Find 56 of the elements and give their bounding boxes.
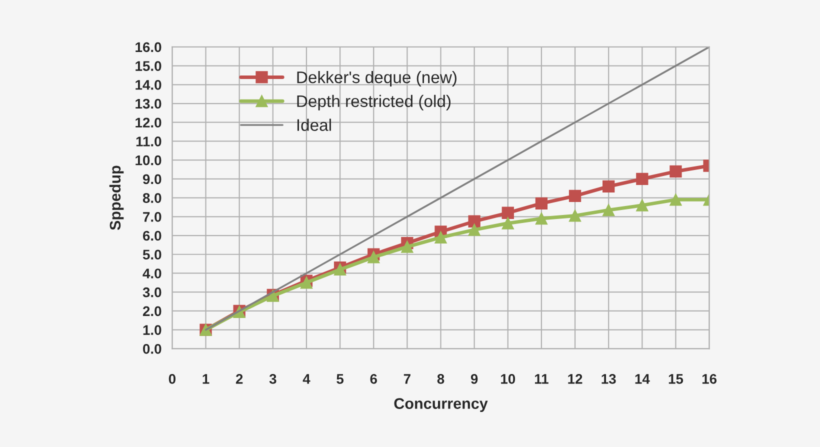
legend-label: Dekker's deque (new) bbox=[297, 70, 456, 87]
point bbox=[502, 217, 514, 230]
point bbox=[636, 199, 648, 212]
point bbox=[568, 190, 582, 202]
y-tick-label: 13.0 bbox=[136, 98, 162, 109]
y-tick-label: 10.0 bbox=[136, 155, 162, 166]
legend-label: Ideal bbox=[297, 118, 331, 131]
x-tick-label: 9 bbox=[470, 374, 478, 384]
y-axis-title: Sppedup bbox=[109, 166, 124, 230]
point bbox=[670, 194, 682, 206]
x-tick-label: 3 bbox=[269, 374, 276, 384]
point bbox=[535, 197, 548, 210]
y-tick-label: 9.0 bbox=[142, 174, 162, 184]
x-tick-label: 5 bbox=[336, 374, 344, 384]
x-tick-label: 10 bbox=[501, 374, 516, 384]
y-tick-label: 8.0 bbox=[142, 193, 162, 203]
x-tick-label: 0 bbox=[168, 374, 176, 384]
x-tick-label: 1 bbox=[202, 374, 210, 384]
point bbox=[568, 210, 582, 222]
point bbox=[670, 165, 682, 178]
point bbox=[401, 240, 414, 253]
point bbox=[602, 180, 615, 193]
point bbox=[602, 204, 615, 216]
point bbox=[502, 206, 514, 219]
y-tick-label: 16.0 bbox=[136, 42, 162, 52]
y-tick-label: 2.0 bbox=[142, 306, 162, 316]
x-tick-label: 16 bbox=[702, 374, 717, 384]
x-tick-label: 4 bbox=[302, 374, 310, 384]
y-tick-label: 4.0 bbox=[142, 268, 162, 278]
point bbox=[468, 224, 480, 236]
y-tick-label: 6.0 bbox=[142, 230, 162, 241]
point bbox=[636, 172, 648, 186]
x-axis-title: Concurrency bbox=[394, 398, 488, 412]
point bbox=[368, 251, 380, 264]
y-tick-label: 5.0 bbox=[142, 250, 162, 260]
x-tick-label: 13 bbox=[602, 374, 616, 384]
x-tick-label: 11 bbox=[534, 374, 548, 384]
point bbox=[535, 212, 548, 225]
y-tick-label: 11.0 bbox=[136, 136, 162, 146]
x-tick-label: 14 bbox=[635, 374, 650, 384]
legend-label: Depth restricted (old) bbox=[297, 94, 450, 110]
x-tick-label: 15 bbox=[668, 374, 684, 384]
x-tick-label: 6 bbox=[370, 374, 377, 384]
x-tick-label: 7 bbox=[404, 374, 410, 384]
y-tick-label: 15.0 bbox=[136, 61, 162, 71]
y-tick-label: 0.0 bbox=[143, 344, 162, 354]
y-tick-label: 14.0 bbox=[136, 80, 162, 90]
x-tick-label: 8 bbox=[437, 374, 444, 384]
x-tick-label: 2 bbox=[236, 374, 243, 384]
y-tick-label: 7.0 bbox=[143, 212, 162, 222]
x-tick-label: 12 bbox=[568, 374, 582, 384]
y-tick-label: 3.0 bbox=[142, 287, 162, 298]
y-tick-label: 12.0 bbox=[136, 118, 162, 128]
point bbox=[468, 215, 480, 228]
y-tick-label: 1.0 bbox=[143, 325, 162, 335]
point bbox=[434, 231, 447, 244]
